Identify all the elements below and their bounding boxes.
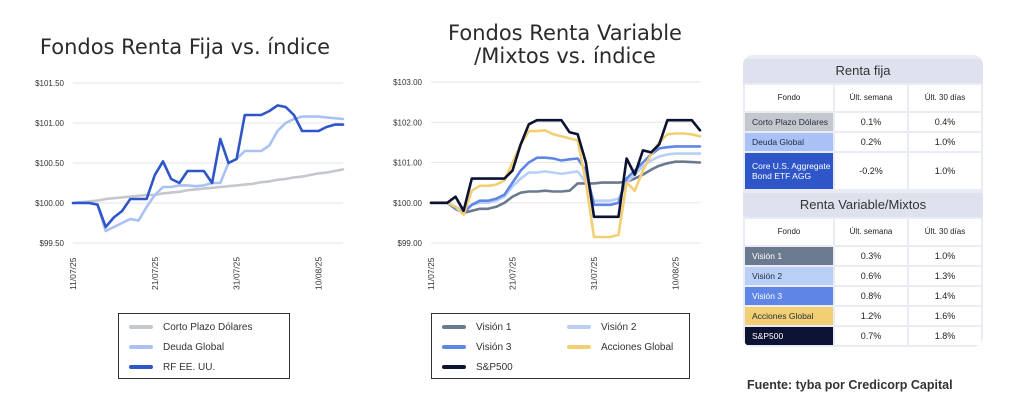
legend-label: Visión 3 <box>476 341 512 353</box>
table-cell-month: 0.4% <box>909 113 981 131</box>
table-column-header: Últ. semana <box>835 85 907 111</box>
table-row-fund: Acciones Global <box>745 307 833 325</box>
legend-renta-fija: Corto Plazo Dólares Deuda Global RF EE. UU… <box>118 313 290 379</box>
legend-label: Corto Plazo Dólares <box>163 321 253 333</box>
legend-swatch <box>442 325 466 329</box>
legend-label: Visión 2 <box>601 321 637 333</box>
x-tick-label: 11/07/25 <box>426 257 436 290</box>
x-tick-label: 21/07/25 <box>150 257 160 290</box>
legend-item-corto-plazo-dolares: Corto Plazo Dólares <box>129 320 252 334</box>
table-row-fund: Visión 3 <box>745 287 833 305</box>
legend-item-vision-3: Visión 3 <box>442 340 511 354</box>
x-tick-label: 11/07/25 <box>68 257 78 290</box>
legend-swatch <box>442 365 466 369</box>
table-cell-week: 0.1% <box>835 113 907 131</box>
legend-swatch <box>129 325 153 329</box>
series-line-deuda-global <box>71 115 345 233</box>
legend-label: RF EE. UU. <box>163 361 216 373</box>
table-cell-month: 1.0% <box>909 133 981 151</box>
returns-table: Renta fija Fondo Últ. semana Últ. 30 días Co… <box>743 55 983 347</box>
table-column-header: Últ. 30 días <box>909 85 981 111</box>
legend-swatch <box>567 345 591 349</box>
x-tick-label: 10/08/25 <box>313 257 323 290</box>
table-cell-month: 1.6% <box>909 307 981 325</box>
table-column-header: Fondo <box>745 219 833 245</box>
legend-item-acciones-global: Acciones Global <box>567 340 673 354</box>
legend-item-sandp500: S&P500 <box>442 360 513 374</box>
chart-renta-fija: $99.50 $100.00 $100.50 $101.00 $101.50 11/07/… <box>35 79 345 290</box>
table-cell-week: 0.7% <box>835 327 907 345</box>
x-tick-label: 31/07/25 <box>232 257 242 290</box>
y-tick-label: $101.00 <box>35 119 64 128</box>
legend-swatch <box>129 345 153 349</box>
series-line-rf-ee-uu <box>71 104 345 229</box>
legend-item-vision-1: Visión 1 <box>442 320 511 334</box>
y-tick-label: $99.50 <box>40 239 65 248</box>
table-cell-week: -0.2% <box>835 153 907 189</box>
y-tick-label: $100.00 <box>393 199 422 208</box>
table-column-header: Últ. 30 días <box>909 219 981 245</box>
y-tick-label: $99.00 <box>398 239 423 248</box>
table-cell-month: 1.3% <box>909 267 981 285</box>
table-cell-week: 0.6% <box>835 267 907 285</box>
table-row-fund: Visión 1 <box>745 247 833 265</box>
table-column-header: Fondo <box>745 85 833 111</box>
table-cell-week: 0.8% <box>835 287 907 305</box>
table-row-fund: Core U.S. Aggregate Bond ETF AGG <box>745 153 833 189</box>
legend-swatch <box>129 365 153 369</box>
table-section-heading: Renta fija <box>743 59 983 83</box>
legend-renta-variable: Visión 1 Visión 2 Visión 3 Acciones Global S… <box>431 313 690 379</box>
series-line-vision-1 <box>429 160 702 215</box>
table-row-fund: Visión 2 <box>745 267 833 285</box>
legend-item-deuda-global: Deuda Global <box>129 340 224 354</box>
table-section-heading: Renta Variable/Mixtos <box>743 193 983 217</box>
legend-label: S&P500 <box>476 361 513 373</box>
table-cell-month: 1.0% <box>909 247 981 265</box>
source-note: Fuente: tyba por Credicorp Capital <box>747 378 953 392</box>
table-row-fund: S&P500 <box>745 327 833 345</box>
table-row-fund: Corto Plazo Dólares <box>745 113 833 131</box>
chart-renta-variable: $99.00 $100.00 $101.00 $102.00 $103.00 11/07/… <box>393 78 702 290</box>
y-tick-label: $100.50 <box>35 159 64 168</box>
table-cell-week: 1.2% <box>835 307 907 325</box>
table-cell-month: 1.0% <box>909 153 981 189</box>
legend-label: Visión 1 <box>476 321 512 333</box>
x-tick-label: 10/08/25 <box>671 257 681 290</box>
table-cell-month: 1.4% <box>909 287 981 305</box>
chart-title-renta-fija: Fondos Renta Fija vs. índice <box>39 35 331 59</box>
y-tick-label: $100.00 <box>35 199 64 208</box>
y-tick-label: $101.50 <box>35 79 64 88</box>
chart-title-renta-variable: Fondos Renta Variable /Mixtos vs. índice <box>448 21 682 68</box>
legend-swatch <box>567 325 591 329</box>
series-line-vision-3 <box>429 145 702 215</box>
x-tick-label: 31/07/25 <box>589 257 599 290</box>
y-tick-label: $102.00 <box>393 118 422 127</box>
legend-item-rf-ee-uu: RF EE. UU. <box>129 360 215 374</box>
x-tick-label: 21/07/25 <box>508 257 518 290</box>
legend-label: Acciones Global <box>601 341 674 353</box>
legend-item-vision-2: Visión 2 <box>567 320 636 334</box>
table-row-fund: Deuda Global <box>745 133 833 151</box>
table-cell-month: 1.8% <box>909 327 981 345</box>
legend-swatch <box>442 345 466 349</box>
table-cell-week: 0.2% <box>835 133 907 151</box>
y-tick-label: $101.00 <box>393 159 422 168</box>
series-line-sandp500 <box>429 118 702 219</box>
y-tick-label: $103.00 <box>393 78 422 87</box>
legend-label: Deuda Global <box>163 341 225 353</box>
table-cell-week: 0.3% <box>835 247 907 265</box>
series-line-corto-plazo-dolares <box>71 168 345 205</box>
table-column-header: Últ. semana <box>835 219 907 245</box>
